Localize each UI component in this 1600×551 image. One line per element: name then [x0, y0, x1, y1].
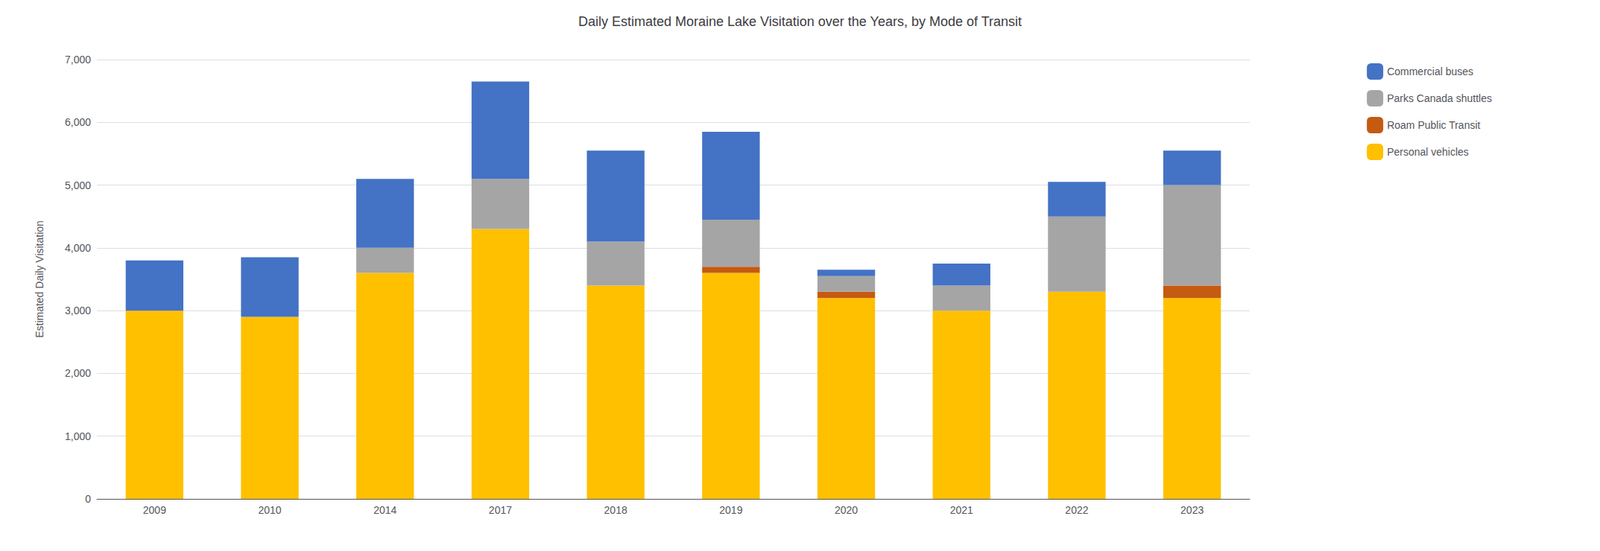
svg-text:2010: 2010	[257, 504, 281, 517]
svg-text:0: 0	[84, 493, 91, 506]
svg-text:6,000: 6,000	[64, 116, 91, 129]
svg-text:2018: 2018	[604, 504, 628, 517]
svg-text:2019: 2019	[719, 504, 743, 517]
svg-text:Roam Public Transit: Roam Public Transit	[1386, 119, 1481, 132]
svg-text:Personal vehicles: Personal vehicles	[1386, 146, 1469, 158]
svg-text:Commercial buses: Commercial buses	[1386, 65, 1474, 78]
svg-text:4,000: 4,000	[64, 242, 91, 255]
svg-text:2021: 2021	[950, 504, 974, 517]
svg-text:2023: 2023	[1180, 504, 1204, 517]
svg-text:1,000: 1,000	[64, 430, 91, 443]
svg-text:Estimated Daily Visitation: Estimated Daily Visitation	[33, 220, 46, 339]
svg-text:2014: 2014	[373, 504, 397, 517]
svg-text:2,000: 2,000	[64, 367, 91, 380]
svg-text:2017: 2017	[488, 504, 512, 517]
svg-text:5,000: 5,000	[64, 179, 91, 192]
svg-text:2009: 2009	[143, 504, 167, 517]
svg-text:Parks Canada shuttles: Parks Canada shuttles	[1386, 92, 1492, 105]
svg-text:3,000: 3,000	[64, 304, 91, 317]
svg-text:7,000: 7,000	[64, 53, 91, 66]
svg-text:2022: 2022	[1064, 504, 1089, 517]
svg-text:2020: 2020	[834, 504, 858, 517]
svg-text:Daily Estimated Moraine Lake V: Daily Estimated Moraine Lake Visitation …	[578, 14, 1022, 30]
